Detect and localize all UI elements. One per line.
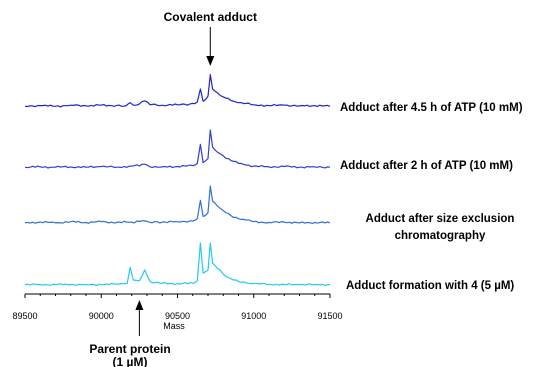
parent-protein-arrowhead: [135, 300, 144, 310]
series-labels: Adduct after 4.5 h of ATP (10 mM) Adduct …: [340, 102, 523, 292]
x-tick-label: 91000: [241, 311, 266, 321]
covalent-adduct-annotation: Covalent adduct: [164, 10, 257, 24]
parent-protein-annotation: Parent protein: [89, 342, 170, 356]
series-label-3-line-1: Adduct after size exclusion: [366, 213, 515, 225]
covalent-adduct-arrowhead: [206, 56, 215, 66]
spectrum-traces: [24, 74, 331, 287]
series-label-4: Adduct formation with 4 (5 µM): [346, 280, 514, 292]
x-axis-title: Mass: [163, 321, 185, 331]
series-trace-3: [24, 185, 331, 224]
x-tick-label: 91500: [317, 311, 342, 321]
series-trace-2: [24, 129, 331, 169]
x-axis-ticks: 89500 90000 90500 91000 91500: [12, 294, 343, 321]
x-tick-label: 90000: [89, 311, 114, 321]
x-tick-label: 90500: [165, 311, 190, 321]
series-label-2: Adduct after 2 h of ATP (10 mM): [340, 160, 513, 172]
parent-protein-concentration: (1 µM): [113, 355, 148, 367]
series-label-3-line-2: chromatography: [395, 230, 486, 242]
series-label-1: Adduct after 4.5 h of ATP (10 mM): [340, 102, 523, 114]
series-trace-4: [24, 242, 331, 287]
x-tick-label: 89500: [12, 311, 37, 321]
series-trace-1: [24, 74, 331, 108]
